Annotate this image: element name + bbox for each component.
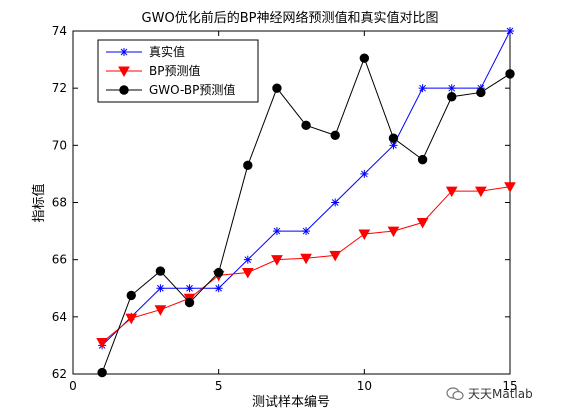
series-layer xyxy=(96,27,516,378)
triangle-marker xyxy=(416,218,429,229)
y-tick-label: 70 xyxy=(52,138,67,152)
circle-marker xyxy=(213,267,224,278)
legend-item: BP预测值 xyxy=(106,63,200,78)
circle-marker xyxy=(243,160,253,171)
series-2 xyxy=(96,182,516,349)
y-tick-label: 66 xyxy=(52,253,67,267)
asterisk-marker xyxy=(214,284,223,293)
axis-ticks: 0 5 10 15 62 64 66 68 70 72 74 xyxy=(52,24,518,393)
circle-marker xyxy=(119,85,129,95)
x-tick-label: 15 xyxy=(502,379,517,393)
legend-item: GWO-BP预测值 xyxy=(106,82,235,97)
triangle-marker xyxy=(154,305,167,316)
circle-marker xyxy=(184,297,195,308)
y-tick-label: 64 xyxy=(52,310,67,324)
watermark-text: 天天Matlab xyxy=(468,387,533,401)
wechat-icon xyxy=(446,386,464,400)
asterisk-marker xyxy=(331,198,340,207)
asterisk-marker xyxy=(272,227,281,236)
asterisk-marker xyxy=(506,27,514,35)
watermark: 天天Matlab xyxy=(446,385,533,402)
triangle-marker xyxy=(118,66,130,78)
circle-marker xyxy=(505,69,515,79)
circle-marker xyxy=(388,133,399,143)
x-tick-label: 10 xyxy=(357,379,372,393)
triangle-marker xyxy=(475,186,487,198)
y-tick-label: 68 xyxy=(52,196,67,210)
asterisk-marker xyxy=(120,48,128,56)
asterisk-marker xyxy=(156,284,165,293)
circle-marker xyxy=(126,290,136,301)
triangle-marker xyxy=(125,313,138,325)
triangle-marker xyxy=(387,226,400,238)
y-tick-label: 72 xyxy=(52,81,67,95)
legend-label: 真实值 xyxy=(149,44,185,59)
y-axis-label: 指标值 xyxy=(31,183,47,222)
asterisk-marker xyxy=(418,84,427,93)
circle-marker xyxy=(330,130,340,141)
triangle-marker xyxy=(504,182,516,193)
legend-label: BP预测值 xyxy=(149,63,200,78)
y-tick-label: 62 xyxy=(52,367,67,381)
asterisk-marker xyxy=(302,227,311,236)
legend-item: 真实值 xyxy=(106,44,185,59)
triangle-marker xyxy=(241,268,254,279)
triangle-marker xyxy=(271,255,283,266)
triangle-marker xyxy=(96,338,108,349)
circle-marker xyxy=(447,92,457,102)
triangle-marker xyxy=(300,253,312,265)
series-3 xyxy=(97,53,515,378)
y-tick-label: 74 xyxy=(52,24,67,38)
circle-marker xyxy=(155,266,166,276)
legend: 真实值 BP预测值 GWO-BP预测值 xyxy=(97,39,259,103)
circle-marker xyxy=(359,53,370,63)
circle-marker xyxy=(417,154,428,165)
triangle-marker xyxy=(445,186,458,198)
circle-marker xyxy=(476,87,486,98)
asterisk-marker xyxy=(360,169,369,178)
x-tick-label: 5 xyxy=(215,379,223,393)
triangle-marker xyxy=(329,250,342,262)
x-axis-label: 测试样本编号 xyxy=(252,395,330,410)
asterisk-marker xyxy=(185,284,194,293)
circle-marker xyxy=(301,120,311,131)
triangle-marker xyxy=(358,229,371,240)
asterisk-marker xyxy=(243,255,252,264)
circle-marker xyxy=(97,367,107,378)
legend-label: GWO-BP预测值 xyxy=(149,82,235,97)
circle-marker xyxy=(272,83,282,93)
x-tick-label: 0 xyxy=(69,379,77,393)
chart-title: GWO优化前后的BP神经网络预测值和真实值对比图 xyxy=(142,10,439,26)
asterisk-marker xyxy=(447,84,456,93)
